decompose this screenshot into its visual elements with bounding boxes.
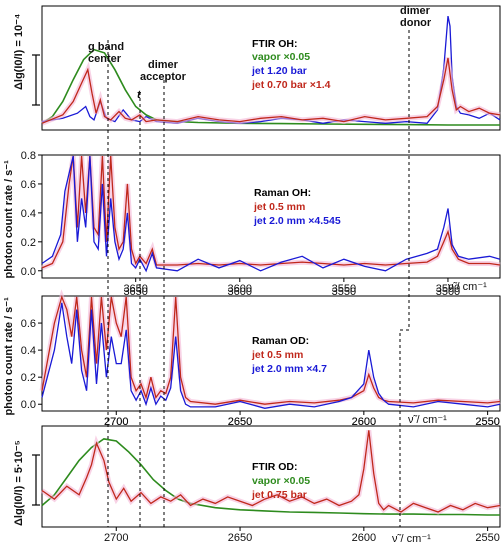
ftir_od-xtick-label-0: 2700 bbox=[104, 532, 128, 544]
raman_od-xtick-label-0: 2700 bbox=[104, 416, 128, 428]
raman_oh-ytick-label-2: 0.4 bbox=[21, 208, 36, 220]
raman_od-xtick-label-2: 2600 bbox=[352, 416, 376, 428]
ftir-oh-frame bbox=[41, 5, 501, 131]
raman_oh-ylabel: photon count rate / s⁻¹ bbox=[3, 160, 15, 279]
raman-oh-legend-title: Raman OH: bbox=[254, 187, 311, 199]
ftir-oh-panel: Δlg(I0/I) = 10⁻⁴ FTIR OH: vapor ×0.05 je… bbox=[13, 5, 501, 131]
ftir_od-top-xtick-label-3: 2550 bbox=[475, 416, 499, 428]
ftir_od-xtick-label-3: 2550 bbox=[475, 532, 499, 544]
annot-g-band: g band bbox=[88, 41, 124, 53]
ftir-od-axes: 2700 2650 2600 2550 2700 2650 2600 2550 bbox=[104, 416, 500, 544]
raman_od-ytick-label-1: 0.2 bbox=[21, 372, 36, 384]
raman-od-series bbox=[39, 289, 501, 409]
raman-od-xlabel: ν̃ / cm⁻¹ bbox=[408, 414, 447, 426]
ftir-oh-legend-jet120: jet 1.20 bar bbox=[251, 65, 307, 77]
raman_od-series-0 bbox=[41, 294, 501, 405]
raman-oh-xlabel: ν̃ / cm⁻¹ bbox=[448, 281, 487, 293]
ftir_oh-series-2 bbox=[41, 57, 501, 124]
ftir_od-top-xtick-label-2: 2600 bbox=[352, 416, 376, 428]
ftir-od-legend-jet075: jet 0.75 bar bbox=[251, 489, 307, 501]
ftir-od-series bbox=[40, 429, 501, 516]
ftir_od-top-xtick-label-1: 2650 bbox=[228, 416, 252, 428]
ftir-oh-ylabel: Δlg(I0/I) = 10⁻⁴ bbox=[13, 14, 25, 90]
raman-oh-series bbox=[41, 155, 501, 273]
annot-dimer-acceptor-2: acceptor bbox=[140, 71, 187, 83]
ftir-oh-series bbox=[41, 15, 501, 126]
raman_oh-xtick-label-1: 3600 bbox=[228, 283, 252, 295]
raman-od-legend-jet05: jet 0.5 mm bbox=[251, 349, 303, 361]
raman_oh-ytick-label-3: 0.6 bbox=[21, 179, 36, 191]
raman_od-xtick-label-3: 2550 bbox=[475, 416, 499, 428]
raman-oh-panel: 3650 3600 3550 3500 0.0 0.2 0.4 0.6 0.8 photon co… bbox=[3, 150, 501, 295]
raman_oh-series-1 bbox=[41, 155, 501, 273]
ftir-od-legend-vapor: vapor ×0.05 bbox=[252, 475, 310, 487]
ftir-oh-legend-jet070: jet 0.70 bar ×1.4 bbox=[251, 79, 331, 91]
ftir-od-panel: 2700 2650 2600 2550 2700 2650 2600 2550 Δlg(I0/… bbox=[13, 416, 501, 544]
raman-oh-frame bbox=[41, 154, 501, 279]
ftir_od-series-1 bbox=[41, 430, 501, 513]
annot-g-band-center: center bbox=[88, 53, 122, 65]
raman_od-series-1 bbox=[41, 302, 501, 409]
raman_oh-ytick-label-1: 0.2 bbox=[21, 237, 36, 249]
annot-t: t bbox=[137, 89, 142, 101]
dashed-guides bbox=[107, 30, 410, 527]
raman-od-frame bbox=[41, 295, 501, 412]
ftir-od-legend-title: FTIR OD: bbox=[252, 461, 298, 473]
annot-dimer-donor-1: dimer bbox=[400, 5, 431, 17]
ftir-od-frame bbox=[41, 425, 501, 528]
raman_oh-ytick-label-0: 0.0 bbox=[21, 266, 36, 278]
raman-od-panel: 2700 2650 2600 2550 3650 3600 3550 3500 0.0 0.2 0.… bbox=[3, 286, 501, 428]
ftir_od-xtick-label-1: 2650 bbox=[228, 532, 252, 544]
raman_od-ytick-label-2: 0.4 bbox=[21, 345, 36, 357]
raman_od-top-xtick-label-2: 3550 bbox=[332, 286, 356, 298]
raman_od-top-xtick-label-1: 3600 bbox=[228, 286, 252, 298]
guide-dimer-donor bbox=[399, 30, 410, 527]
ftir-od-xlabel: ν̃ / cm⁻¹ bbox=[392, 533, 431, 545]
raman-od-legend-jet20: jet 2.0 mm ×4.7 bbox=[251, 363, 327, 375]
raman-oh-axes: 3650 3600 3550 3500 0.0 0.2 0.4 0.6 0.8 photon co… bbox=[3, 150, 460, 295]
raman-oh-legend-jet05: jet 0.5 mm bbox=[253, 201, 305, 213]
raman_od-xtick-label-1: 2650 bbox=[228, 416, 252, 428]
raman_oh-ytick-label-4: 0.8 bbox=[21, 150, 36, 162]
raman_oh-xtick-label-0: 3650 bbox=[123, 283, 147, 295]
ftir-oh-legend-title: FTIR OH: bbox=[252, 38, 298, 50]
raman_oh-xtick-label-2: 3550 bbox=[332, 283, 356, 295]
raman_oh-xtick-label-3: 3500 bbox=[436, 283, 460, 295]
raman-oh-legend-jet20: jet 2.0 mm ×4.545 bbox=[253, 215, 341, 227]
annot-dimer-donor-2: donor bbox=[400, 17, 432, 29]
annot-dimer-acceptor-1: dimer bbox=[148, 59, 179, 71]
ftir_od-top-xtick-label-0: 2700 bbox=[104, 416, 128, 428]
raman_od-top-xtick-label-0: 3650 bbox=[123, 286, 147, 298]
ftir-oh-legend-vapor: vapor ×0.05 bbox=[252, 51, 310, 63]
raman-od-legend-title: Raman OD: bbox=[252, 335, 309, 347]
raman_od-top-xtick-label-3: 3500 bbox=[436, 286, 460, 298]
raman_od-ytick-label-3: 0.6 bbox=[21, 318, 36, 330]
raman_od-ylabel: photon count rate / s⁻¹ bbox=[3, 297, 15, 416]
raman-od-axes: 2700 2650 2600 2550 3650 3600 3550 3500 0.0 0.2 0.… bbox=[3, 286, 500, 428]
ftir-od-ylabel: Δlg(I0/I) = 5·10⁻⁵ bbox=[13, 440, 25, 526]
ftir_od-xtick-label-2: 2600 bbox=[352, 532, 376, 544]
raman_od-ytick-label-0: 0.0 bbox=[21, 399, 36, 411]
